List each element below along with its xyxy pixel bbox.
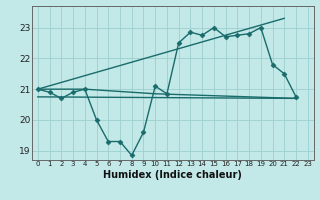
X-axis label: Humidex (Indice chaleur): Humidex (Indice chaleur)	[103, 170, 242, 180]
